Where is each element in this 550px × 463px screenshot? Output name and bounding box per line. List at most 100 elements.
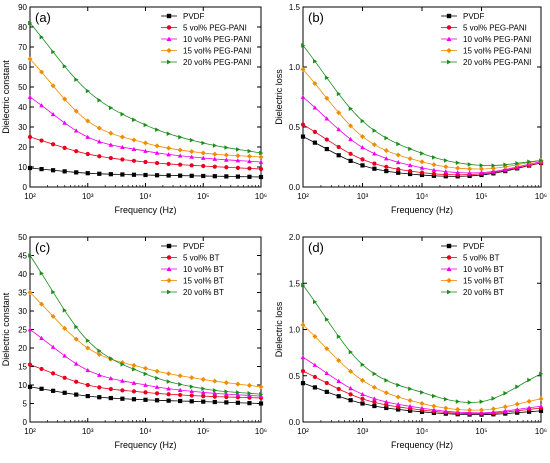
data-point bbox=[258, 166, 264, 172]
data-point bbox=[97, 348, 102, 354]
series-5 bbox=[28, 20, 264, 156]
legend-marker bbox=[166, 243, 172, 249]
y-tick-label: 10 bbox=[18, 163, 27, 172]
data-point bbox=[258, 401, 264, 406]
y-tick-label: 0.5 bbox=[289, 372, 301, 381]
data-point bbox=[467, 170, 472, 175]
data-point bbox=[189, 393, 194, 398]
panel-b: 10² 10³ 10⁴ 10⁵ 10⁶ 0.0 0.5 1.0 1.5 Frequency (Hz… bbox=[274, 3, 547, 215]
data-point bbox=[312, 362, 318, 367]
y-tick-label: 0.0 bbox=[289, 418, 301, 427]
series-4 bbox=[300, 322, 544, 413]
data-point bbox=[189, 173, 194, 178]
data-point bbox=[236, 147, 241, 152]
data-point bbox=[348, 349, 353, 355]
data-point bbox=[336, 153, 341, 158]
data-point bbox=[348, 158, 353, 163]
data-point bbox=[155, 127, 160, 133]
data-point bbox=[408, 408, 413, 413]
legend: PVDF 5 vol% BT 10 vol% BT 15 vol% BT 20 vol%… bbox=[441, 242, 504, 297]
data-point bbox=[539, 158, 544, 163]
data-point bbox=[348, 136, 353, 142]
data-point bbox=[407, 404, 413, 409]
data-point bbox=[455, 170, 461, 175]
data-point bbox=[407, 156, 413, 162]
data-point bbox=[212, 388, 218, 393]
data-point bbox=[166, 173, 171, 178]
legend-label: PVDF bbox=[183, 242, 204, 251]
data-point bbox=[432, 155, 437, 160]
data-point bbox=[246, 382, 252, 388]
series-4 bbox=[27, 289, 264, 390]
data-point bbox=[166, 398, 171, 403]
data-point bbox=[431, 167, 437, 172]
data-point bbox=[85, 338, 91, 343]
x-tick-label: 10² bbox=[297, 192, 309, 201]
data-point bbox=[455, 399, 461, 404]
legend-label: 20 vol% PEG-PANI bbox=[463, 58, 531, 67]
legend-label: 15 vol% BT bbox=[183, 277, 224, 286]
data-point bbox=[201, 394, 206, 399]
data-point bbox=[503, 162, 508, 167]
x-tick-label: 10⁵ bbox=[197, 427, 209, 436]
data-point bbox=[300, 322, 306, 328]
data-point bbox=[51, 289, 56, 295]
legend-marker bbox=[166, 36, 172, 41]
data-point bbox=[189, 375, 195, 381]
data-point bbox=[108, 376, 114, 381]
data-point bbox=[324, 116, 330, 121]
data-point bbox=[189, 388, 195, 394]
data-point bbox=[224, 145, 229, 150]
data-point bbox=[189, 154, 195, 159]
series-4 bbox=[27, 56, 264, 160]
legend-marker bbox=[166, 25, 172, 30]
data-point bbox=[443, 408, 449, 414]
data-point bbox=[420, 390, 425, 395]
data-point bbox=[132, 366, 137, 372]
data-point bbox=[85, 345, 91, 351]
panel-label: (c) bbox=[35, 240, 50, 255]
data-point bbox=[324, 380, 329, 386]
data-point bbox=[407, 162, 413, 168]
data-point bbox=[384, 405, 389, 411]
data-point bbox=[120, 362, 125, 367]
data-point bbox=[491, 169, 496, 174]
data-point bbox=[527, 159, 532, 165]
legend-label: 20 vol% BT bbox=[463, 288, 504, 297]
data-point bbox=[74, 149, 79, 154]
legend-marker bbox=[446, 13, 452, 19]
data-point bbox=[155, 375, 160, 381]
legend-label: 5 vol% PEG-PANI bbox=[463, 24, 527, 33]
data-point bbox=[443, 396, 449, 402]
data-point bbox=[27, 327, 33, 332]
data-point bbox=[336, 357, 342, 364]
data-point bbox=[166, 386, 171, 391]
data-point bbox=[324, 137, 329, 142]
data-point bbox=[143, 390, 148, 395]
data-point bbox=[143, 397, 148, 402]
x-tick-label: 10⁶ bbox=[255, 192, 267, 201]
data-point bbox=[212, 151, 218, 157]
data-point bbox=[120, 157, 125, 162]
data-point bbox=[300, 381, 306, 386]
data-point bbox=[300, 94, 306, 99]
y-tick-label: 20 bbox=[18, 143, 27, 152]
legend-label: 15 vol% PEG-PANI bbox=[463, 47, 531, 56]
data-point bbox=[108, 142, 114, 147]
panel-label: (b) bbox=[308, 10, 324, 25]
data-point bbox=[108, 395, 113, 401]
x-tick-label: 10³ bbox=[82, 192, 94, 201]
data-point bbox=[336, 91, 342, 97]
data-point bbox=[120, 388, 125, 393]
data-point bbox=[85, 88, 91, 94]
data-point bbox=[189, 149, 195, 155]
data-point bbox=[74, 77, 79, 82]
data-point bbox=[154, 391, 160, 396]
data-point bbox=[178, 173, 183, 178]
data-point bbox=[39, 138, 44, 143]
data-point bbox=[371, 384, 377, 390]
data-point bbox=[212, 399, 217, 405]
series-3 bbox=[27, 327, 264, 398]
legend: PVDF 5 vol% BT 10 vol% BT 15 vol% BT 20 vol%… bbox=[161, 242, 224, 297]
